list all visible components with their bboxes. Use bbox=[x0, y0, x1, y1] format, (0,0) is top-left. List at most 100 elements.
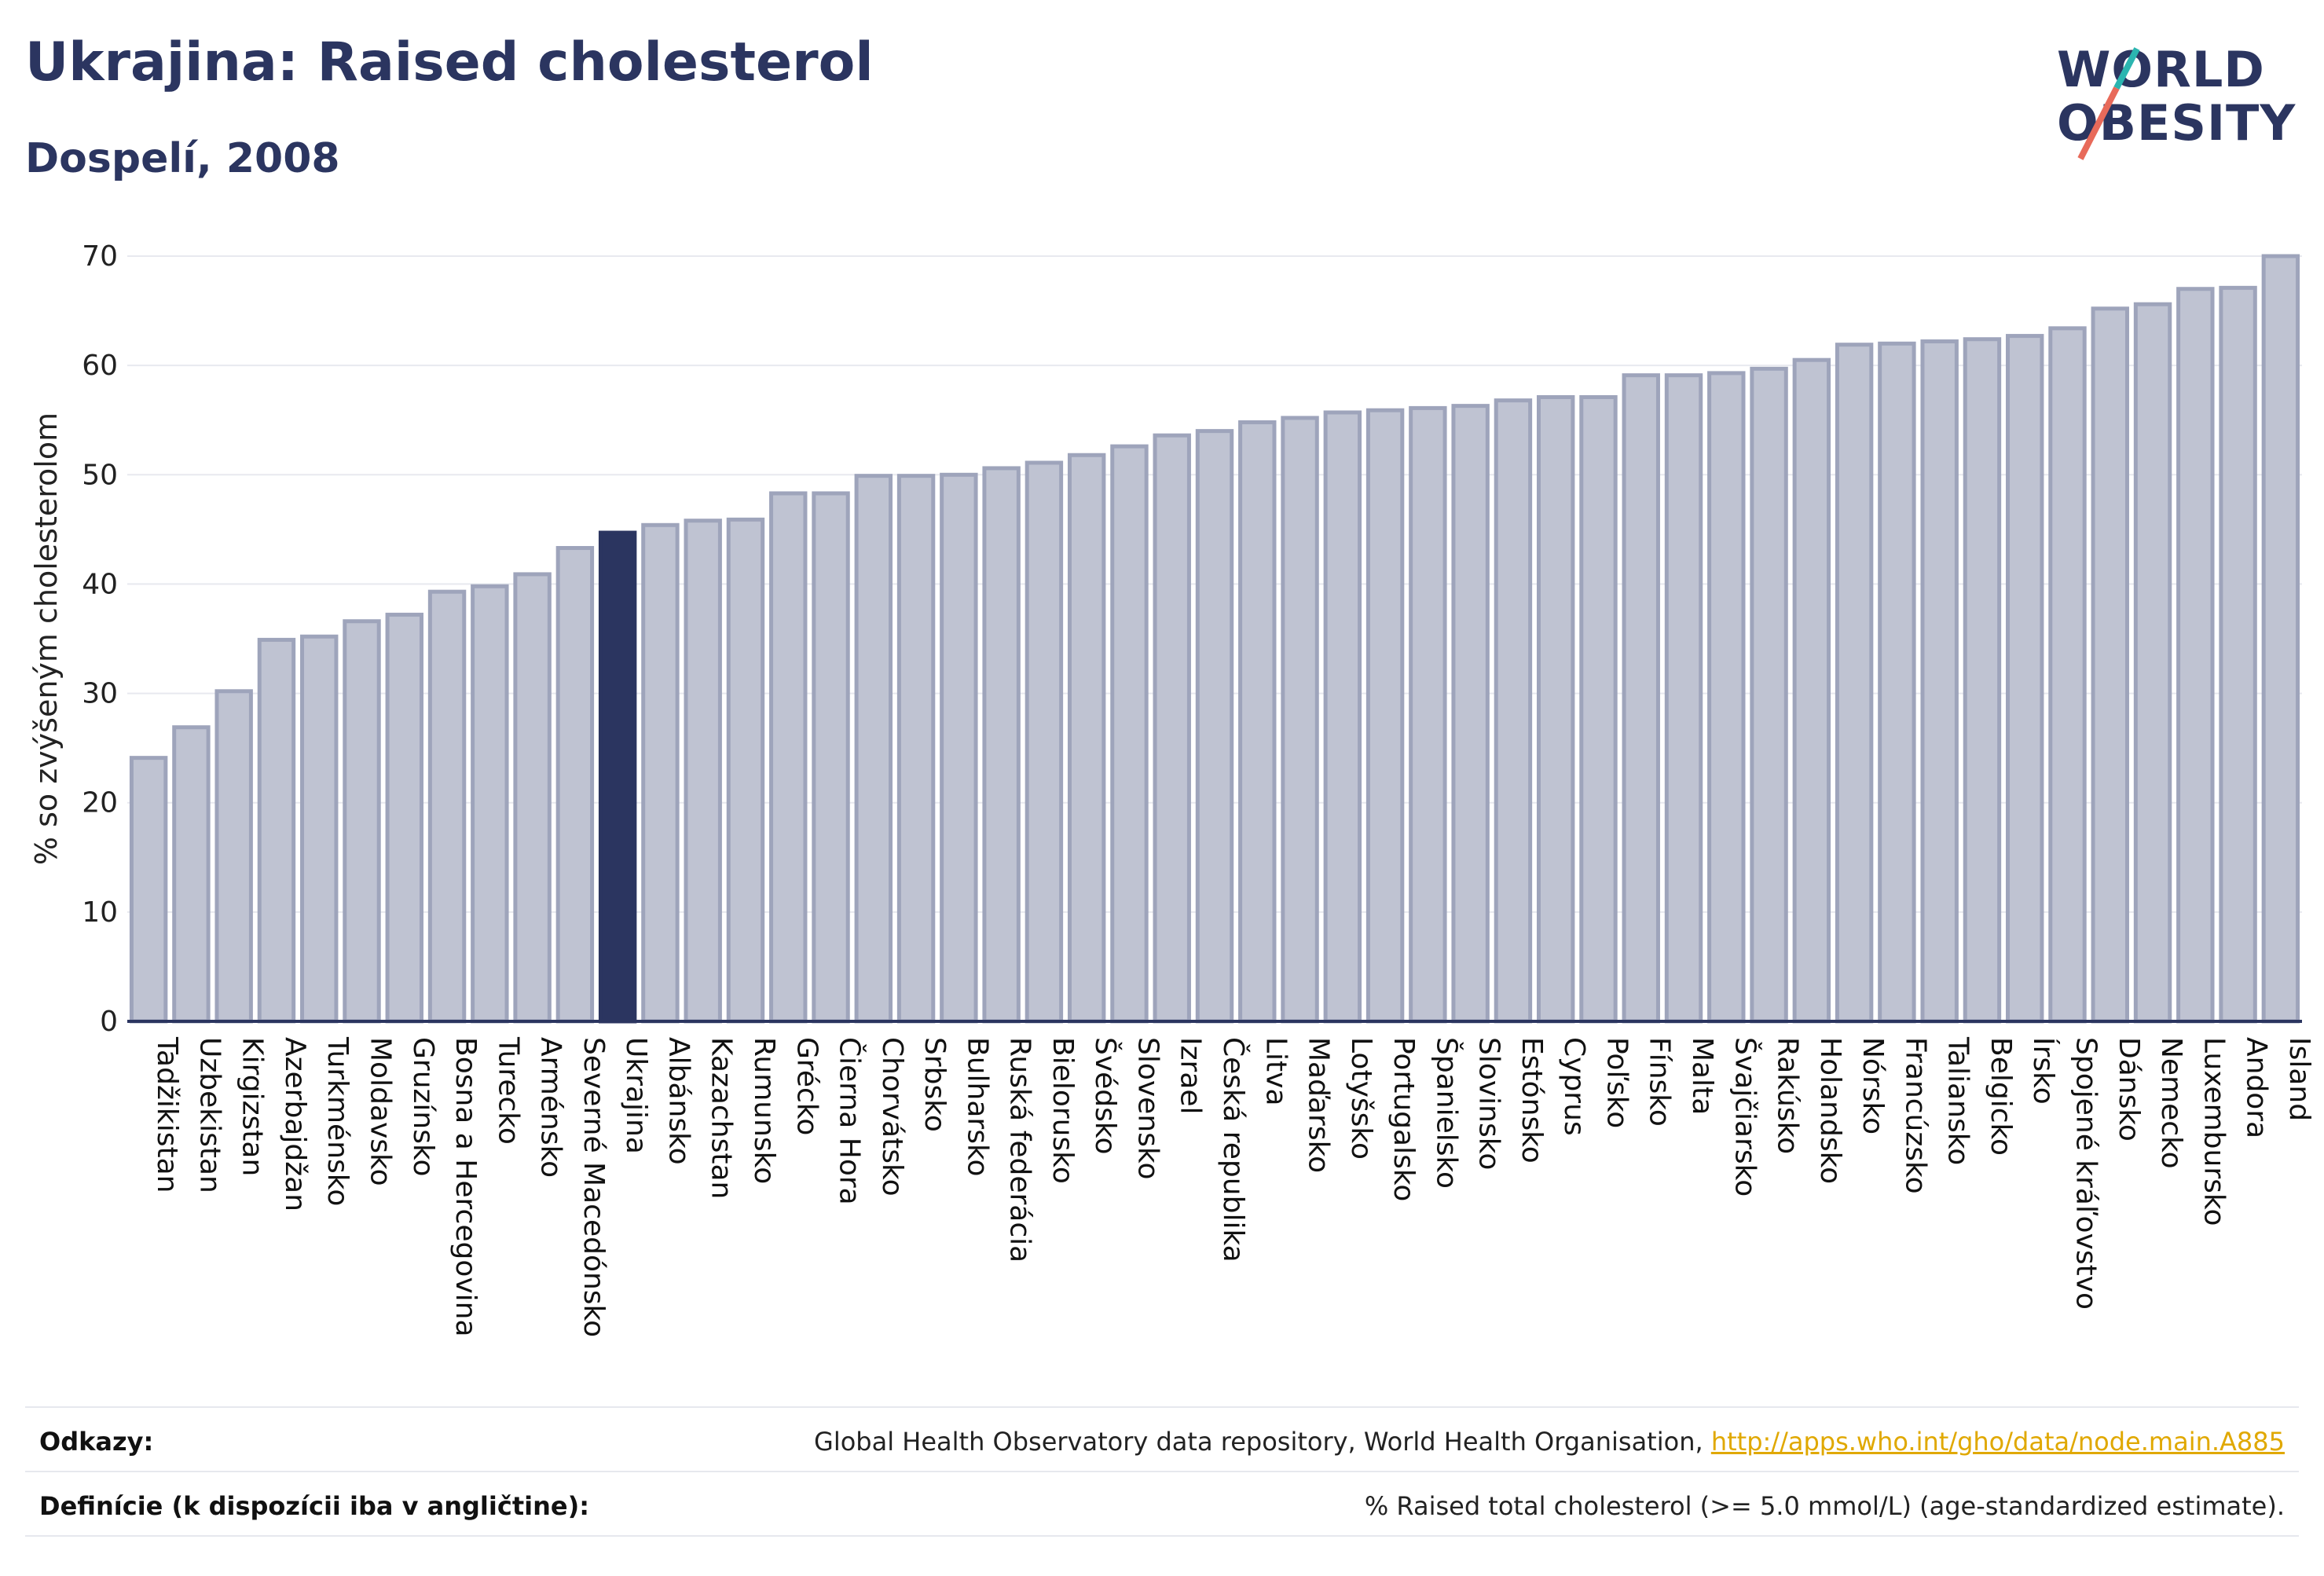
x-tick-label: Lotyšsko bbox=[1345, 1037, 1377, 1160]
x-tick-label: Kirgizstan bbox=[236, 1037, 269, 1176]
bar bbox=[598, 530, 637, 1024]
bar bbox=[1110, 444, 1149, 1024]
bar bbox=[300, 634, 339, 1024]
x-tick-label: Maďarsko bbox=[1303, 1037, 1335, 1173]
bar bbox=[257, 637, 296, 1024]
x-tick-label: Dánsko bbox=[2113, 1037, 2145, 1142]
bar bbox=[1365, 408, 1405, 1024]
bar bbox=[343, 619, 381, 1024]
x-tick-label: Čierna Hora bbox=[834, 1037, 867, 1205]
y-axis-label: % so zvýšeným cholesterolom bbox=[29, 412, 64, 865]
definitions-label: Definície (k dispozícii iba v angličtine… bbox=[39, 1491, 589, 1521]
bar bbox=[1579, 394, 1618, 1024]
x-tick-label: Slovensko bbox=[1131, 1037, 1164, 1180]
x-tick-label: Taliansko bbox=[1942, 1036, 1974, 1165]
x-tick-label: Portugalsko bbox=[1387, 1037, 1420, 1201]
y-tick-label: 10 bbox=[82, 896, 118, 929]
bar bbox=[982, 466, 1021, 1024]
logo-slash-icon bbox=[2077, 47, 2140, 160]
bar bbox=[812, 491, 850, 1024]
footer-divider-middle bbox=[25, 1471, 2299, 1472]
bar bbox=[129, 756, 168, 1024]
bar bbox=[684, 519, 722, 1024]
bar bbox=[555, 546, 595, 1024]
logo-line-1: WORLD bbox=[2057, 41, 2265, 98]
bar bbox=[1536, 394, 1575, 1024]
y-tick-label: 20 bbox=[82, 787, 118, 819]
chart-title: Ukrajina: Raised cholesterol bbox=[25, 31, 874, 93]
chart-subtitle: Dospelí, 2008 bbox=[25, 135, 340, 182]
x-tick-label: Estónsko bbox=[1516, 1037, 1548, 1164]
x-tick-label: Ruská federácia bbox=[1004, 1037, 1036, 1263]
bar bbox=[2176, 287, 2215, 1024]
x-tick-label: Nemecko bbox=[2155, 1037, 2187, 1169]
x-tick-label: Belgicko bbox=[1985, 1037, 2017, 1156]
x-tick-label: Moldavsko bbox=[365, 1037, 397, 1186]
sources-text: Global Health Observatory data repositor… bbox=[814, 1427, 1711, 1457]
bar bbox=[2006, 334, 2044, 1024]
y-tick-label: 60 bbox=[82, 350, 118, 382]
bar bbox=[385, 612, 423, 1024]
bar bbox=[513, 572, 552, 1024]
bar bbox=[1238, 420, 1277, 1024]
bar bbox=[769, 491, 808, 1024]
x-tick-label: Island bbox=[2283, 1037, 2315, 1121]
x-tick-label: Srbsko bbox=[918, 1037, 951, 1132]
world-obesity-logo: WORLD OBESITY bbox=[2057, 41, 2308, 167]
sources-label: Odkazy: bbox=[39, 1427, 154, 1457]
x-tick-label: Bulharsko bbox=[961, 1037, 993, 1177]
x-tick-label: Uzbekistan bbox=[193, 1037, 225, 1193]
bar bbox=[471, 584, 509, 1024]
bar bbox=[1025, 460, 1064, 1024]
bar bbox=[2219, 285, 2257, 1024]
x-tick-label: Španielsko bbox=[1430, 1037, 1463, 1189]
x-tick-label: Gruzínsko bbox=[407, 1037, 439, 1177]
x-tick-label: Bielorusko bbox=[1047, 1037, 1079, 1184]
bar bbox=[641, 522, 680, 1024]
bar bbox=[172, 725, 211, 1024]
bar bbox=[1323, 410, 1362, 1024]
x-tick-label: Izrael bbox=[1175, 1037, 1207, 1115]
x-tick-label: Česká republika bbox=[1217, 1037, 1250, 1263]
bar bbox=[2091, 306, 2129, 1024]
bar bbox=[2261, 254, 2300, 1024]
bar-chart: 0 10 20 30 40 50 60 70 % so zvýšeným cholesterol… bbox=[29, 240, 2315, 1337]
x-tick-label: Azerbajdžan bbox=[279, 1037, 311, 1211]
footer-divider-bottom bbox=[25, 1535, 2299, 1537]
x-tick-label: Albánsko bbox=[662, 1037, 695, 1165]
bar bbox=[1622, 373, 1660, 1024]
sources-link[interactable]: http://apps.who.int/gho/data/node.main.A… bbox=[1710, 1427, 2285, 1457]
y-tick-label: 30 bbox=[82, 678, 118, 710]
x-tick-label: Rumunsko bbox=[748, 1037, 780, 1184]
bar bbox=[1920, 339, 1959, 1024]
bar bbox=[1409, 405, 1447, 1024]
x-tick-label: Andora bbox=[2241, 1037, 2273, 1138]
y-tick-label: 50 bbox=[82, 459, 118, 491]
bar bbox=[726, 517, 765, 1024]
bar bbox=[1664, 373, 1703, 1024]
bar bbox=[940, 472, 978, 1024]
bar bbox=[1195, 429, 1234, 1024]
x-tick-label: Chorvátsko bbox=[876, 1037, 908, 1197]
bar bbox=[1963, 337, 2002, 1024]
sources-value: Global Health Observatory data repositor… bbox=[814, 1427, 2285, 1457]
x-tick-label: Tadžikistan bbox=[151, 1036, 183, 1193]
x-tick-label: Spojené kráľovstvo bbox=[2069, 1037, 2102, 1310]
x-tick-label: Turkménsko bbox=[321, 1036, 354, 1206]
x-tick-label: Bosna a Hercegovina bbox=[449, 1037, 482, 1337]
x-tick-label: Írsko bbox=[2027, 1037, 2060, 1105]
footer-divider-top bbox=[25, 1406, 2299, 1408]
bar bbox=[214, 689, 253, 1024]
bar bbox=[1878, 341, 1916, 1024]
x-tick-label: Kazachstan bbox=[706, 1037, 738, 1199]
x-tick-label: Turecko bbox=[492, 1036, 524, 1145]
x-tick-label: Nórsko bbox=[1857, 1037, 1889, 1134]
x-tick-label: Rakúsko bbox=[1772, 1037, 1804, 1154]
x-tick-label: Grécko bbox=[790, 1037, 823, 1135]
x-tick-label: Arménsko bbox=[535, 1037, 567, 1178]
bar bbox=[1750, 366, 1788, 1024]
x-tick-label: Ukrajina bbox=[620, 1037, 652, 1154]
bar bbox=[1835, 343, 1874, 1024]
x-tick-label: Poľsko bbox=[1600, 1037, 1633, 1128]
bar bbox=[1707, 371, 1746, 1024]
